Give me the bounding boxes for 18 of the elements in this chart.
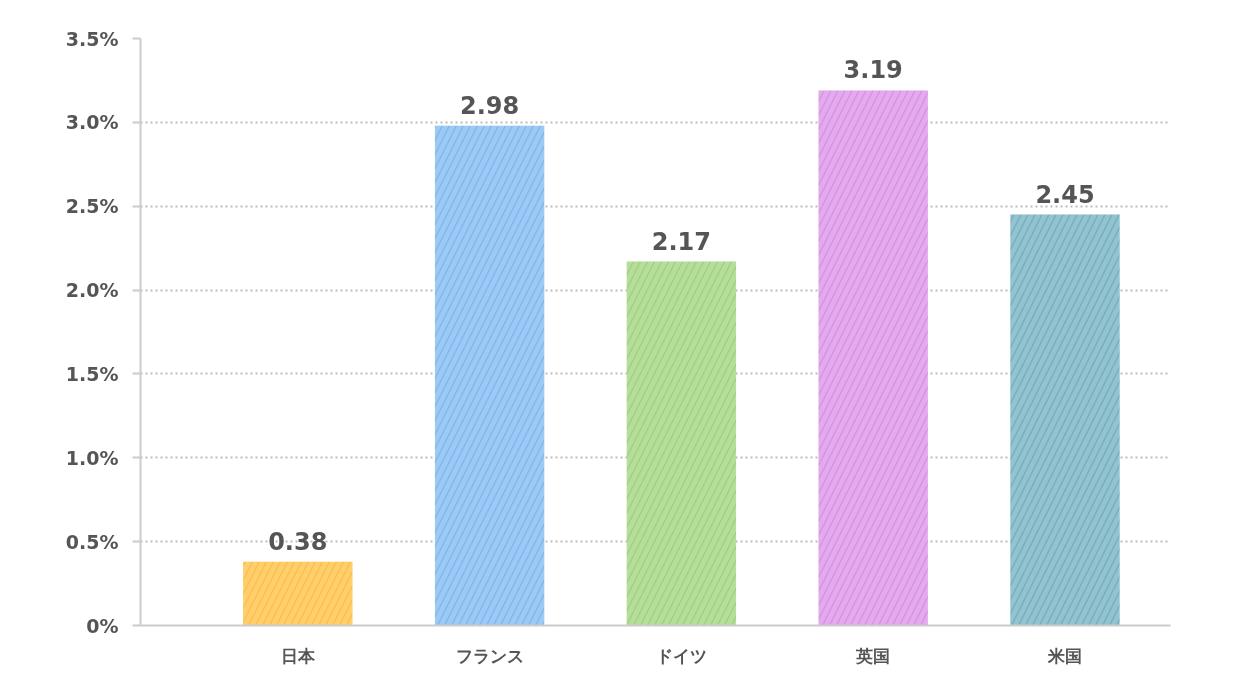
y-tick-label: 3.5% xyxy=(65,27,119,50)
y-tick-label: 3.0% xyxy=(65,111,119,134)
x-tick-label: 米国 xyxy=(1047,645,1083,666)
data-label: 2.45 xyxy=(1035,180,1095,209)
y-tick-label: 0.5% xyxy=(65,530,119,553)
data-label: 2.98 xyxy=(459,91,520,120)
data-label: 0.38 xyxy=(268,527,328,556)
y-tick-label: 1.5% xyxy=(65,362,119,385)
y-tick-label: 1.0% xyxy=(65,446,119,469)
x-tick-label: フランス xyxy=(455,645,524,666)
x-tick-label: ドイツ xyxy=(655,645,707,666)
y-tick-label: 2.0% xyxy=(65,279,119,302)
y-tick-label: 0% xyxy=(86,614,119,637)
data-label: 2.17 xyxy=(651,227,712,256)
y-tick-label: 2.5% xyxy=(65,195,119,218)
x-tick-label: 日本 xyxy=(280,645,316,666)
x-tick-label: 英国 xyxy=(855,645,891,666)
data-label: 3.19 xyxy=(843,56,903,85)
